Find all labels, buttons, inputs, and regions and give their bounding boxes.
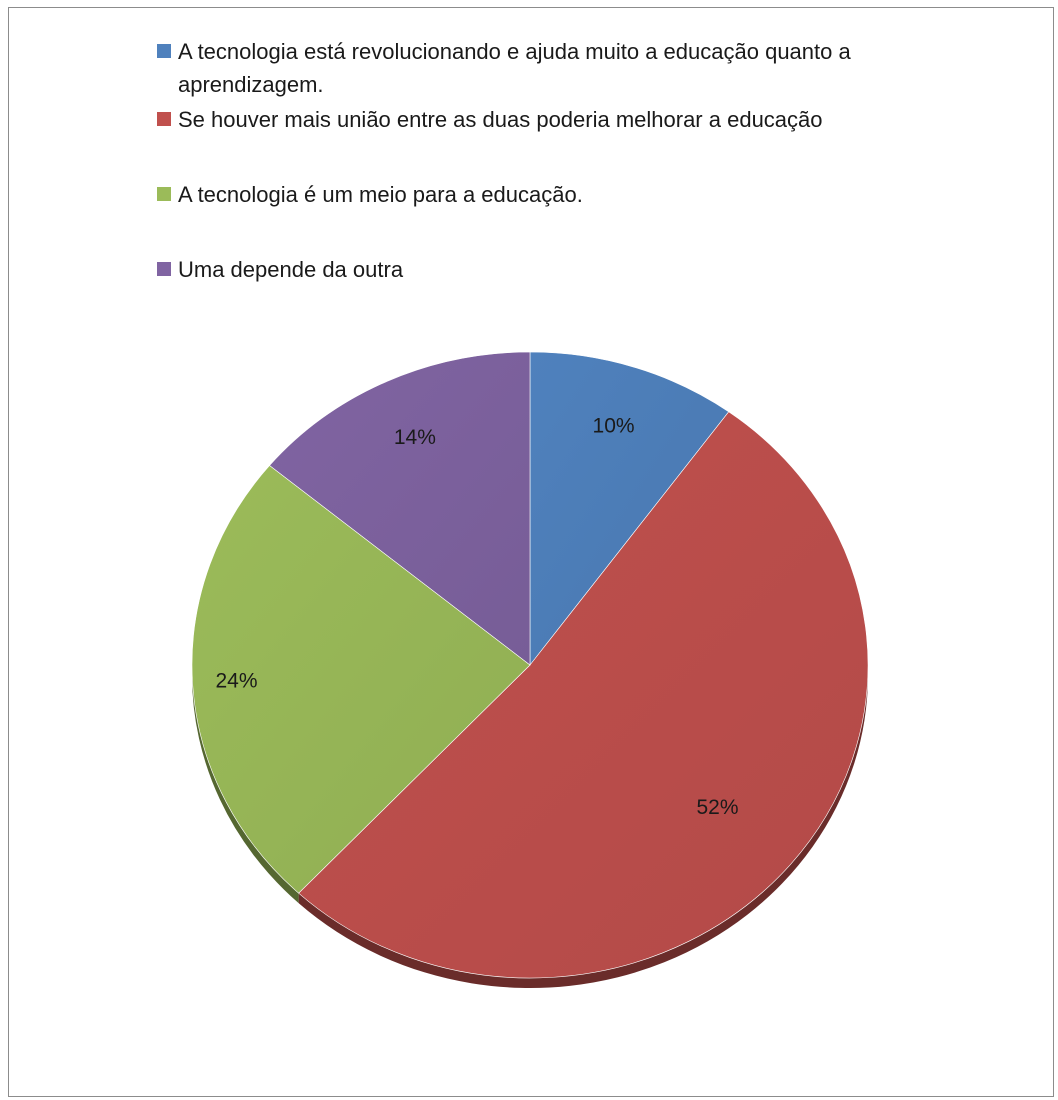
legend-swatch-blue	[157, 44, 171, 58]
legend-swatch-green	[157, 187, 171, 201]
legend-label: A tecnologia está revolucionando e ajuda…	[178, 39, 851, 97]
pie-slice-4	[269, 351, 531, 666]
data-label: 10%	[593, 414, 635, 437]
legend-swatch-red	[157, 112, 171, 126]
data-label: 14%	[394, 426, 436, 449]
pie-slice-3	[191, 465, 531, 894]
legend-item-tecnologia-revolucionando: A tecnologia está revolucionando e ajuda…	[157, 38, 943, 101]
data-label: 52%	[696, 796, 738, 819]
legend-label: Se houver mais união entre as duas poder…	[178, 107, 823, 132]
legend-item-meio-educacao: A tecnologia é um meio para a educação.	[157, 181, 943, 211]
legend-swatch-purple	[157, 262, 171, 276]
pie-slice-2	[298, 411, 869, 979]
data-label: 24%	[216, 670, 258, 693]
legend-item-mais-uniao: Se houver mais união entre as duas poder…	[157, 106, 943, 136]
legend-label: A tecnologia é um meio para a educação.	[178, 182, 583, 207]
pie-slice-1	[529, 351, 730, 666]
legend-item-uma-depende: Uma depende da outra	[157, 256, 943, 286]
pie-slice-edge	[192, 665, 299, 904]
legend-label: Uma depende da outra	[178, 257, 404, 282]
